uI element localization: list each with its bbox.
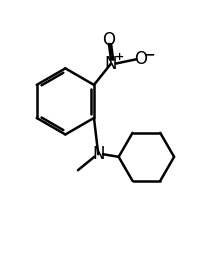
Text: O: O <box>102 31 115 49</box>
Text: +: + <box>114 52 124 62</box>
Text: N: N <box>92 145 105 163</box>
Text: O: O <box>134 50 147 68</box>
Text: N: N <box>105 55 117 73</box>
Text: −: − <box>144 47 155 61</box>
